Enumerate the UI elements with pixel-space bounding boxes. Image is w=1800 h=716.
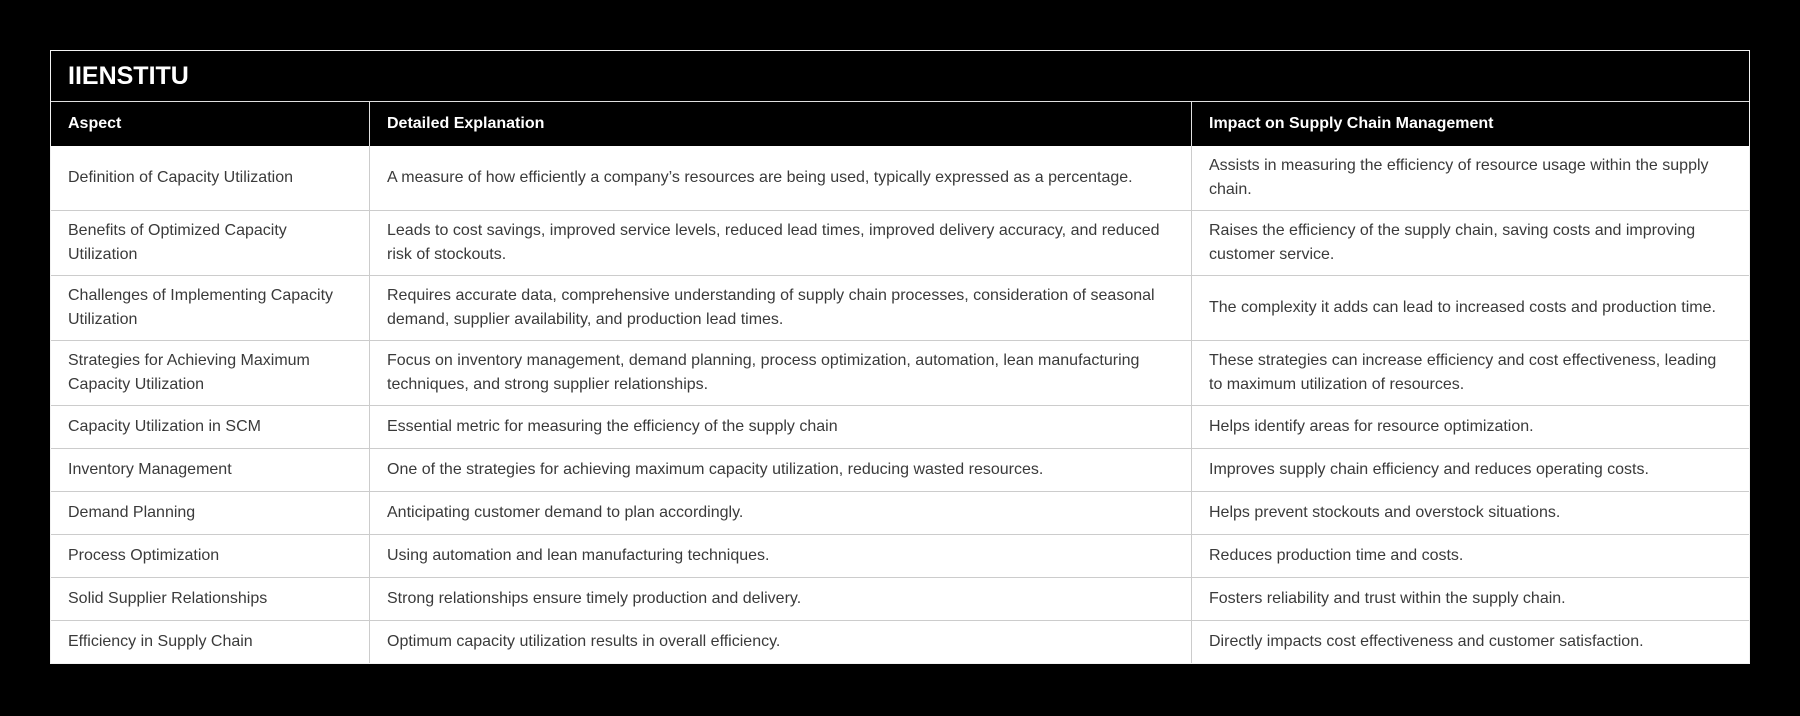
- cell-impact: Fosters reliability and trust within the…: [1191, 578, 1749, 620]
- table-row: Solid Supplier Relationships Strong rela…: [51, 577, 1749, 620]
- table-row: Capacity Utilization in SCM Essential me…: [51, 405, 1749, 448]
- column-header-detailed-explanation: Detailed Explanation: [369, 102, 1191, 146]
- brand-header: IIENSTITU: [51, 51, 1749, 102]
- table-row: Benefits of Optimized Capacity Utilizati…: [51, 210, 1749, 275]
- cell-impact: Assists in measuring the efficiency of r…: [1191, 146, 1749, 210]
- cell-aspect: Process Optimization: [68, 547, 220, 564]
- cell-aspect: Challenges of Implementing Capacity Util…: [68, 287, 334, 328]
- cell-explanation: Strong relationships ensure timely produ…: [369, 578, 1191, 620]
- cell-explanation: One of the strategies for achieving maxi…: [369, 449, 1191, 491]
- cell-impact: The complexity it adds can lead to incre…: [1191, 276, 1749, 340]
- cell-aspect: Definition of Capacity Utilization: [68, 169, 293, 186]
- cell-aspect: Inventory Management: [68, 461, 232, 478]
- cell-impact: Helps identify areas for resource optimi…: [1191, 406, 1749, 448]
- cell-aspect: Demand Planning: [68, 504, 196, 521]
- table-row: Inventory Management One of the strategi…: [51, 448, 1749, 491]
- table-row: Efficiency in Supply Chain Optimum capac…: [51, 620, 1749, 663]
- cell-aspect: Capacity Utilization in SCM: [68, 418, 261, 435]
- cell-explanation: Leads to cost savings, improved service …: [369, 211, 1191, 275]
- table-row: Process Optimization Using automation an…: [51, 534, 1749, 577]
- cell-aspect: Efficiency in Supply Chain: [68, 633, 253, 650]
- cell-impact: Improves supply chain efficiency and red…: [1191, 449, 1749, 491]
- table-row: Definition of Capacity Utilization A mea…: [51, 146, 1749, 210]
- cell-aspect: Solid Supplier Relationships: [68, 590, 268, 607]
- cell-explanation: Requires accurate data, comprehensive un…: [369, 276, 1191, 340]
- table-row: Challenges of Implementing Capacity Util…: [51, 275, 1749, 340]
- cell-impact: Raises the efficiency of the supply chai…: [1191, 211, 1749, 275]
- column-header-aspect: Aspect: [68, 115, 122, 132]
- cell-explanation: Focus on inventory management, demand pl…: [369, 341, 1191, 405]
- cell-explanation: Essential metric for measuring the effic…: [369, 406, 1191, 448]
- column-header-impact: Impact on Supply Chain Management: [1191, 102, 1749, 146]
- cell-explanation: Anticipating customer demand to plan acc…: [369, 492, 1191, 534]
- table-row: Demand Planning Anticipating customer de…: [51, 491, 1749, 534]
- cell-explanation: Using automation and lean manufacturing …: [369, 535, 1191, 577]
- cell-impact: Helps prevent stockouts and overstock si…: [1191, 492, 1749, 534]
- cell-explanation: Optimum capacity utilization results in …: [369, 621, 1191, 663]
- cell-explanation: A measure of how efficiently a company’s…: [369, 146, 1191, 210]
- cell-impact: These strategies can increase efficiency…: [1191, 341, 1749, 405]
- brand-title: IIENSTITU: [68, 62, 189, 90]
- table-row: Strategies for Achieving Maximum Capacit…: [51, 340, 1749, 405]
- cell-impact: Directly impacts cost effectiveness and …: [1191, 621, 1749, 663]
- cell-aspect: Benefits of Optimized Capacity Utilizati…: [68, 222, 287, 263]
- cell-aspect: Strategies for Achieving Maximum Capacit…: [68, 352, 310, 393]
- table-body: Definition of Capacity Utilization A mea…: [51, 146, 1749, 663]
- table-header-row: Aspect Detailed Explanation Impact on Su…: [51, 102, 1749, 146]
- capacity-utilization-table: IIENSTITU Aspect Detailed Explanation Im…: [50, 50, 1750, 664]
- cell-impact: Reduces production time and costs.: [1191, 535, 1749, 577]
